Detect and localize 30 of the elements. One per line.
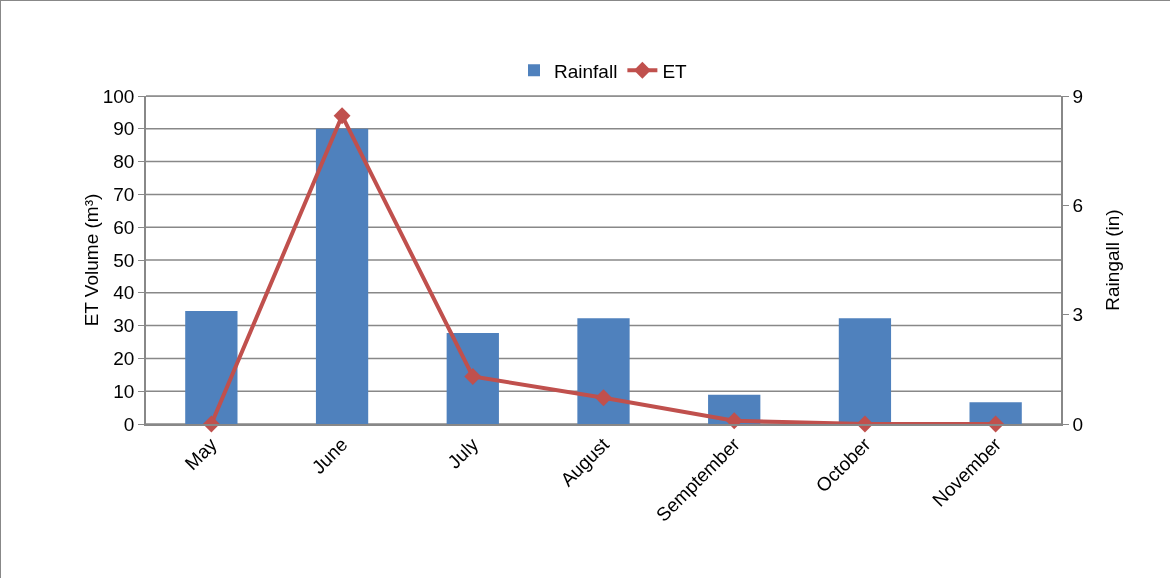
bar: [969, 402, 1022, 424]
bar: [838, 318, 892, 424]
y2-tick-label: 6: [1072, 194, 1084, 216]
bar: [185, 311, 238, 424]
y-tick-label: 10: [113, 380, 135, 402]
y2-axis-title: Raingall (in): [1102, 209, 1123, 311]
y2-tick-label: 3: [1072, 304, 1084, 326]
y2-tick-label: 9: [1072, 85, 1084, 107]
y-tick-label: 50: [113, 249, 135, 271]
y-tick-label: 40: [113, 282, 135, 304]
bar: [577, 318, 630, 424]
point: [464, 367, 482, 385]
point: [333, 107, 351, 125]
y-tick-label: 70: [113, 184, 135, 206]
y-tick-label: 60: [113, 216, 135, 238]
y-tick-label: 0: [123, 413, 135, 435]
point: [595, 389, 612, 407]
y-axis-title: ET Volume (m³): [80, 193, 102, 327]
x-tick-label: May: [180, 433, 222, 474]
legend-label: ET: [662, 60, 688, 82]
y-tick-label: 20: [113, 348, 135, 370]
y-tick-label: 80: [113, 151, 135, 173]
x-tick-label: July: [443, 433, 483, 473]
y2-tick-label: 0: [1072, 413, 1084, 435]
y-tick-label: 30: [113, 315, 135, 337]
bar: [446, 332, 499, 424]
bar: [315, 128, 369, 424]
legend-label: Rainfall: [554, 60, 618, 82]
y-tick-label: 90: [113, 118, 135, 140]
y-tick-label: 100: [102, 85, 135, 107]
